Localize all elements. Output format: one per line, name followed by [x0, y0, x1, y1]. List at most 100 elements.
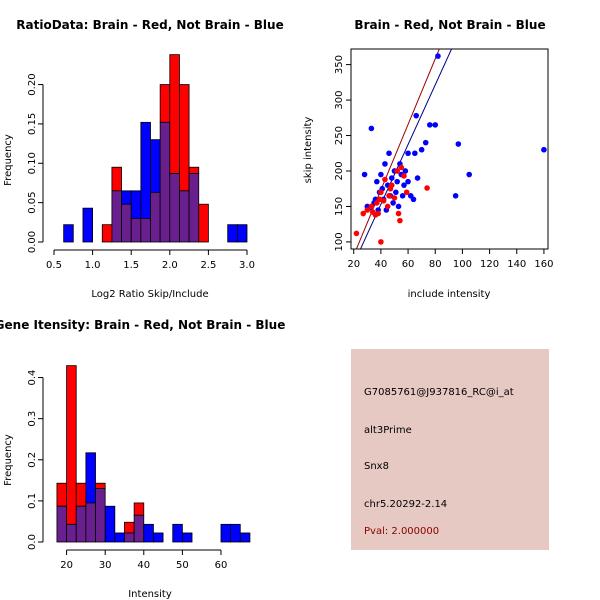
x-tick-label: 1.5 — [123, 260, 139, 271]
blue-bar — [143, 523, 154, 543]
blue-bar — [239, 532, 251, 543]
red-bar — [188, 166, 200, 174]
red-point — [394, 168, 400, 174]
overlap-bar — [159, 121, 171, 243]
blue-point — [405, 150, 411, 157]
blue-point — [390, 200, 396, 206]
red-point — [395, 210, 402, 217]
red-point — [382, 176, 388, 183]
red-bar — [95, 482, 106, 489]
red-point — [391, 195, 398, 201]
plot-box — [350, 48, 549, 250]
blue-point — [452, 193, 459, 199]
blue-bar — [85, 452, 96, 504]
x-axis: 0.5 1.0 1.5 2.0 2.5 3.0 — [46, 249, 255, 271]
blue-point — [386, 150, 392, 157]
red-bar — [124, 521, 135, 534]
event-type-text: alt3Prime — [364, 425, 412, 436]
blue-point — [402, 168, 409, 174]
x-tick-label: 1.0 — [85, 260, 101, 271]
red-bar — [75, 482, 87, 507]
blue-bar — [153, 532, 164, 543]
blue-point — [394, 178, 400, 185]
y-tick-label: 200 — [334, 161, 345, 180]
red-point — [380, 197, 387, 204]
x-tick-label: 20 — [60, 560, 73, 571]
red-point — [397, 217, 403, 224]
red-point — [398, 164, 405, 171]
blue-bar — [230, 523, 241, 543]
blue-point — [432, 122, 439, 128]
x-axis: 20 30 40 50 60 — [60, 549, 227, 571]
y-tick-label: 350 — [334, 55, 345, 74]
red-bar — [101, 224, 113, 243]
blue-bar — [220, 523, 232, 543]
blue-point — [418, 146, 425, 153]
x-tick-label: 3.0 — [239, 260, 255, 271]
overlap-bar — [121, 203, 132, 243]
red-point — [368, 203, 375, 210]
y-tick-label: 0.1 — [27, 493, 38, 509]
overlap-bar — [111, 190, 122, 243]
red-point — [353, 230, 360, 237]
blue-point — [410, 196, 417, 203]
red-bar — [169, 54, 180, 174]
y-tick-label: 0.3 — [27, 411, 38, 427]
blue-point — [399, 193, 406, 199]
overlap-bar — [130, 217, 142, 243]
y-axis-label: Frequency — [3, 434, 14, 486]
red-point — [403, 189, 410, 196]
histogram-bars — [56, 365, 251, 543]
blue-point — [422, 139, 429, 146]
red-bar — [66, 365, 77, 525]
overlap-bar — [188, 173, 200, 243]
x-tick-label: 2.0 — [162, 260, 178, 271]
y-axis: 100 150 200 250 300 350 — [334, 55, 351, 251]
overlap-bar — [56, 505, 67, 543]
blue-fit-line — [360, 49, 452, 249]
x-tick-label: 40 — [375, 259, 388, 270]
blue-bar — [181, 532, 193, 543]
blue-point — [374, 178, 380, 185]
overlap-bar — [95, 488, 106, 543]
red-point — [378, 189, 384, 196]
overlap-bar — [150, 192, 161, 243]
blue-bar — [121, 190, 132, 205]
red-point — [386, 193, 392, 199]
blue-point — [541, 146, 547, 153]
y-axis-label: Frequency — [3, 134, 14, 186]
red-bar — [198, 203, 209, 243]
red-bar — [179, 84, 190, 192]
blue-point — [388, 175, 395, 181]
ratio-histogram-chart: RatioData: Brain - Red, Not Brain - Blue… — [3, 18, 284, 300]
blue-point — [427, 122, 433, 128]
x-axis-label: Intensity — [128, 589, 172, 600]
y-tick-label: 0.15 — [27, 113, 38, 135]
red-point — [375, 210, 381, 217]
blue-point — [414, 175, 421, 181]
blue-bar — [130, 190, 142, 219]
red-point — [401, 173, 407, 179]
gene-name-text: Snx8 — [364, 461, 389, 472]
blue-point — [413, 112, 420, 119]
location-text: chr5.20292-2.14 — [364, 499, 448, 510]
blue-bar — [63, 224, 74, 243]
x-tick-label: 40 — [137, 560, 150, 571]
chart-title: Brain - Red, Not Brain - Blue — [354, 18, 545, 32]
x-tick-label: 60 — [402, 259, 415, 270]
red-point — [424, 185, 430, 191]
y-tick-label: 100 — [334, 232, 345, 251]
red-point — [360, 210, 367, 217]
x-tick-label: 120 — [480, 259, 499, 270]
histogram-bars — [63, 54, 248, 243]
regression-lines — [355, 49, 452, 249]
overlap-bar — [179, 190, 190, 243]
red-point — [378, 239, 384, 245]
y-axis-label: skip intensity — [303, 117, 314, 184]
x-tick-label: 50 — [176, 560, 189, 571]
overlap-bar — [133, 514, 145, 543]
x-axis-label: include intensity — [408, 289, 491, 300]
blue-bar — [236, 224, 248, 243]
y-tick-label: 0.20 — [27, 73, 38, 95]
blue-bar — [172, 523, 183, 543]
